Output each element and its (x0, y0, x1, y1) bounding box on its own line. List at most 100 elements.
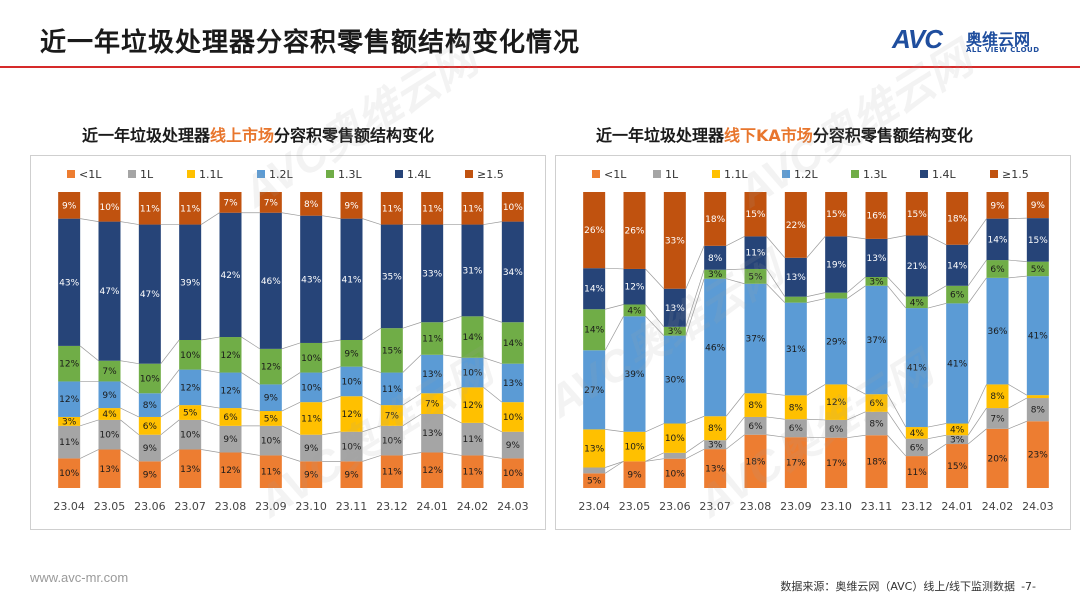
data-label: 5% (587, 477, 602, 487)
data-label: 11% (382, 468, 402, 478)
legend-entry: 1.4L (395, 168, 431, 181)
bar-segment (259, 425, 282, 456)
series-connector (362, 327, 382, 341)
series-connector (160, 369, 180, 394)
bar-segment (461, 224, 484, 317)
data-label: 8% (708, 424, 723, 434)
bar-segment (825, 419, 848, 438)
data-label: 13% (503, 379, 523, 389)
series-connector (402, 413, 422, 427)
data-label: 15% (826, 210, 846, 220)
offline-title-highlight: 线下KA市场 (724, 126, 813, 145)
series-connector (806, 436, 826, 439)
bar-segment (501, 322, 524, 364)
series-connector (927, 235, 947, 246)
bar-segment (340, 461, 363, 488)
series-connector (402, 392, 422, 406)
data-label: 7% (264, 198, 279, 208)
x-tick-label: 24.01 (941, 500, 973, 513)
bar-segment (501, 431, 524, 459)
bar-segment (905, 296, 928, 309)
x-tick-label: 24.03 (497, 500, 529, 513)
series-connector (322, 431, 341, 436)
legend-swatch (128, 170, 136, 178)
x-tick-label: 24.02 (982, 500, 1014, 513)
x-tick-label: 23.05 (619, 500, 651, 513)
data-label: 13% (786, 273, 806, 283)
series-connector (362, 218, 381, 225)
data-label: 11% (907, 468, 927, 478)
series-connector (80, 419, 99, 427)
series-connector (322, 339, 341, 344)
legend-swatch (990, 170, 998, 178)
bar-segment (865, 238, 888, 277)
series-connector (645, 304, 665, 328)
data-label: 43% (59, 278, 79, 288)
data-label: 11% (382, 204, 402, 214)
data-label: 8% (789, 403, 804, 413)
data-label: 30% (665, 376, 685, 386)
bar-segment (98, 221, 121, 361)
series-connector (887, 394, 907, 428)
data-label: 9% (1031, 201, 1046, 211)
bar-segment (300, 192, 323, 216)
data-label: 6% (869, 399, 884, 409)
series-connector (200, 212, 220, 225)
data-label: 11% (180, 204, 200, 214)
bar-segment (461, 455, 484, 488)
x-tick-label: 23.11 (336, 500, 368, 513)
data-label: 6% (829, 425, 844, 435)
bar-segment (98, 381, 121, 409)
bar-segment (905, 235, 928, 297)
online-chart-panel: <1L 1L 1.1L 1.2L 1.3L 1.4L ≥1.5 10% 11% 3% 12% 12% 4… (30, 155, 546, 530)
series-connector (766, 268, 786, 297)
series-connector (281, 342, 301, 350)
data-label: 11% (422, 335, 442, 345)
bar-segment (784, 437, 807, 488)
bar-segment (461, 422, 484, 456)
data-label: 17% (826, 459, 846, 469)
x-tick-label: 23.11 (861, 500, 893, 513)
data-label: 3% (708, 441, 723, 451)
series-connector (281, 425, 301, 436)
bar-segment (583, 429, 606, 468)
data-label: 10% (140, 374, 160, 384)
bar-segment (138, 192, 161, 225)
bar-segment (300, 461, 323, 488)
data-label: 12% (422, 466, 442, 476)
data-label: 37% (745, 335, 765, 345)
data-label: 34% (503, 268, 523, 278)
series-connector (927, 423, 947, 428)
bar-segment (744, 236, 767, 269)
data-label: 7% (223, 198, 238, 208)
data-label: 8% (990, 392, 1005, 402)
data-label: 10% (341, 377, 361, 387)
series-connector (967, 384, 987, 424)
data-label: 41% (947, 359, 967, 369)
legend-label: ≥1.5 (1002, 168, 1029, 181)
series-connector (887, 285, 907, 309)
data-label: 9% (344, 201, 359, 211)
series-connector (887, 411, 907, 439)
data-label: 12% (624, 283, 644, 293)
bar-segment (138, 224, 161, 364)
legend-entry: 1.1L (187, 168, 223, 181)
legend-swatch (187, 170, 195, 178)
bar-segment (179, 405, 202, 420)
bar-segment (946, 444, 969, 488)
data-label: 12% (220, 466, 240, 476)
bar-segment (704, 416, 727, 441)
series-connector (967, 277, 987, 304)
bar-segment (623, 316, 646, 432)
bar-segment (865, 285, 888, 395)
bar-segment (905, 456, 928, 488)
data-label: 3% (869, 277, 884, 287)
x-tick-label: 23.08 (215, 500, 247, 513)
data-label: 46% (705, 343, 725, 353)
data-label: 10% (261, 437, 281, 447)
bar-segment (300, 434, 323, 462)
bar-segment (986, 384, 1009, 409)
bar-segment (179, 419, 202, 450)
legend-label: 1.3L (338, 168, 362, 181)
legend-label: <1L (79, 168, 102, 181)
